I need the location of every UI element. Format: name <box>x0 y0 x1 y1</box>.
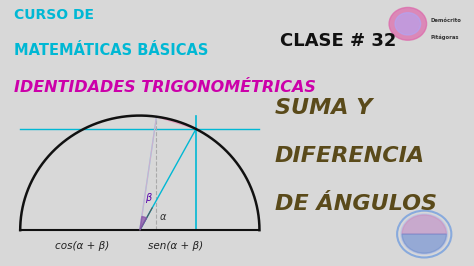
Circle shape <box>401 214 447 254</box>
Text: sen(α + β): sen(α + β) <box>148 241 203 251</box>
Text: IDENTIDADES TRIGONOMÉTRICAS: IDENTIDADES TRIGONOMÉTRICAS <box>14 80 316 95</box>
Text: β: β <box>146 193 152 203</box>
Text: DE ÁNGULOS: DE ÁNGULOS <box>275 194 437 214</box>
Text: α: α <box>160 212 166 222</box>
Text: SUMA Y: SUMA Y <box>275 98 372 118</box>
Text: CLASE # 32: CLASE # 32 <box>280 32 396 50</box>
Text: CURSO DE: CURSO DE <box>14 8 94 22</box>
Wedge shape <box>140 217 146 230</box>
Text: Demócrito: Demócrito <box>431 18 462 23</box>
Circle shape <box>395 13 420 35</box>
Text: DIFERENCIA: DIFERENCIA <box>275 146 425 166</box>
Circle shape <box>389 7 427 40</box>
Wedge shape <box>402 234 447 253</box>
Text: MATEMÁTICAS BÁSICAS: MATEMÁTICAS BÁSICAS <box>14 43 209 57</box>
Wedge shape <box>402 215 447 234</box>
Text: cos(α + β): cos(α + β) <box>55 241 109 251</box>
Text: Pitágoras: Pitágoras <box>431 35 459 40</box>
